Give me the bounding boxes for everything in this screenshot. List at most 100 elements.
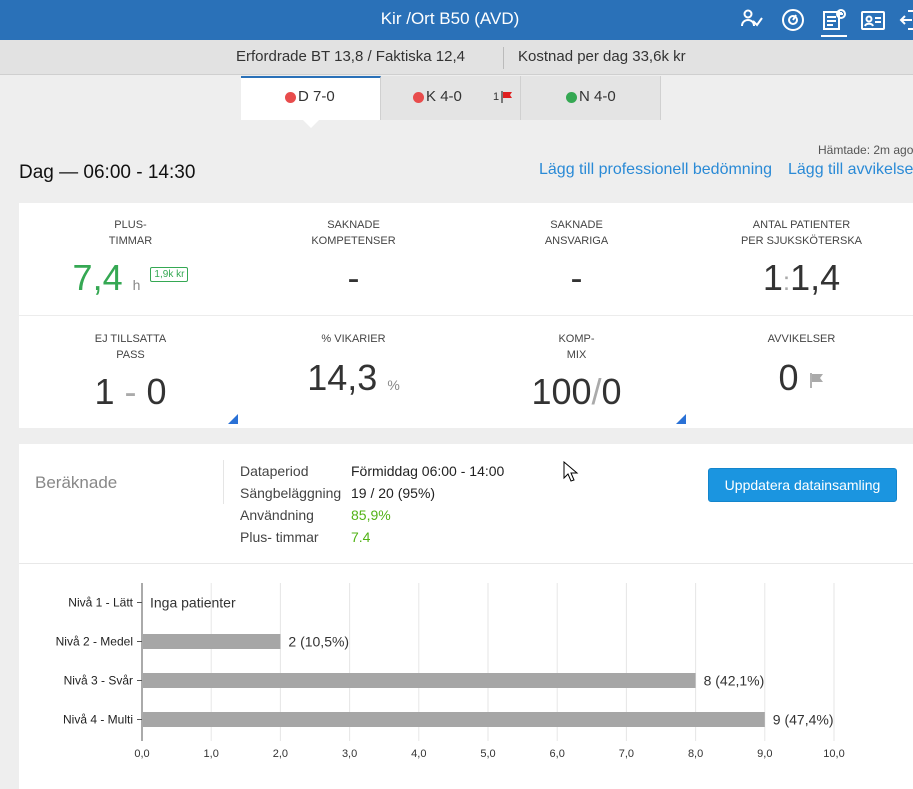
stat-label: Avvikelser bbox=[767, 333, 836, 345]
missing-responsible-value: - bbox=[570, 257, 583, 298]
deviation-count-badge: 1 bbox=[493, 91, 500, 103]
unfilled-shifts-value: 1 - 0 bbox=[19, 371, 242, 413]
category-label: Nivå 1 - Lätt bbox=[68, 596, 133, 610]
kv-value: 85,9% bbox=[351, 507, 391, 523]
gauge-icon[interactable] bbox=[780, 7, 806, 33]
x-tick-label: 2,0 bbox=[273, 748, 288, 760]
calculated-title: Beräknade bbox=[35, 473, 118, 492]
kv-value: 7.4 bbox=[351, 529, 371, 545]
missing-skills-value: - bbox=[347, 257, 360, 298]
x-tick-label: 7,0 bbox=[619, 748, 634, 760]
fetched-time: Hämtade: 2m ago bbox=[818, 143, 913, 157]
bar bbox=[143, 712, 765, 727]
stat-label: Plus- bbox=[114, 219, 147, 231]
comp-mix-value: 100/0 bbox=[465, 371, 688, 413]
logout-icon[interactable] bbox=[898, 7, 913, 33]
stat-label: pass bbox=[116, 349, 145, 361]
stat-label: kompetenser bbox=[311, 235, 396, 247]
x-tick-label: 10,0 bbox=[823, 748, 844, 760]
top-bar: Kir /Ort B50 (AVD) bbox=[0, 0, 913, 40]
x-tick-label: 4,0 bbox=[411, 748, 426, 760]
stat-missing-skills: Saknade kompetenser - bbox=[242, 217, 465, 298]
kv-key: Sängbeläggning bbox=[240, 485, 342, 501]
stat-label: Saknade bbox=[550, 219, 603, 231]
bar-value-label: 2 (10,5%) bbox=[288, 634, 349, 650]
bar bbox=[143, 673, 696, 688]
tab-night[interactable]: N 4-0 bbox=[521, 76, 661, 120]
stat-label: Komp- bbox=[558, 333, 595, 345]
category-label: Nivå 4 - Multi bbox=[63, 713, 133, 727]
period-title: Dag — 06:00 - 14:30 bbox=[19, 162, 196, 183]
active-tab-pointer bbox=[302, 119, 320, 128]
kv-value: 19 / 20 (95%) bbox=[351, 485, 436, 501]
stat-label: Saknade bbox=[327, 219, 380, 231]
stat-label: mix bbox=[566, 349, 587, 361]
x-tick-label: 6,0 bbox=[550, 748, 565, 760]
stat-unfilled-shifts[interactable]: Ej tillsatta pass 1 - 0 bbox=[19, 331, 242, 412]
expand-corner-icon[interactable] bbox=[228, 414, 238, 424]
stat-label: Antal patienter bbox=[752, 219, 851, 231]
stat-value: 7,4 h 1,9k kr bbox=[19, 257, 242, 299]
stat-deviations: Avvikelser 0 bbox=[690, 331, 913, 398]
schedule-icon[interactable] bbox=[821, 7, 847, 37]
stat-plus-hours: Plus- timmar 7,4 h 1,9k kr bbox=[19, 217, 242, 298]
stat-substitutes: % Vikarier 14,3 % bbox=[242, 331, 465, 398]
category-label: Nivå 3 - Svår bbox=[64, 674, 133, 688]
stat-label: timmar bbox=[108, 235, 153, 247]
calculated-card: Beräknade Dataperiod Förmiddag 06:00 - 1… bbox=[19, 444, 913, 789]
stat-missing-responsible: Saknade ansvariga - bbox=[465, 217, 688, 298]
comp-mix-right: 0 bbox=[601, 371, 622, 412]
tab-letter: D bbox=[298, 88, 309, 105]
bar-value-label: Inga patienter bbox=[150, 595, 236, 611]
substitutes-value: 14,3 bbox=[307, 357, 378, 398]
tab-evening[interactable]: K 4-0 1 bbox=[381, 76, 521, 120]
ratio-left: 1 bbox=[762, 257, 783, 298]
add-deviation-link[interactable]: Lägg till avvikelse bbox=[788, 161, 913, 178]
patients-per-nurse-value: 1:1,4 bbox=[690, 257, 913, 299]
kv-key: Användning bbox=[240, 507, 314, 523]
staff-card-icon[interactable] bbox=[860, 7, 886, 33]
deviations-value: 0 bbox=[778, 357, 799, 398]
divider bbox=[223, 460, 224, 504]
mouse-cursor-icon bbox=[563, 461, 579, 482]
acuity-bar-chart: 0,0 1,0 2,0 3,0 4,0 5,0 6,0 7,0 8,0 9,0 10,0 Nivå 1… bbox=[56, 583, 845, 760]
x-tick-label: 8,0 bbox=[688, 748, 703, 760]
update-data-collection-button[interactable]: Uppdatera datainsamling bbox=[708, 468, 897, 502]
status-dot-red bbox=[413, 92, 424, 103]
patients-icon[interactable] bbox=[739, 7, 765, 33]
plus-hours-cost-badge: 1,9k kr bbox=[150, 266, 189, 282]
ratio-right: 1,4 bbox=[790, 257, 841, 298]
ratio-sep: : bbox=[782, 266, 791, 296]
status-dot-red bbox=[285, 92, 296, 103]
bar-value-label: 8 (42,1%) bbox=[704, 673, 765, 689]
tab-day[interactable]: D 7-0 bbox=[241, 76, 381, 120]
substitutes-unit: % bbox=[387, 377, 400, 393]
flag-icon bbox=[501, 91, 512, 103]
x-tick-label: 3,0 bbox=[342, 748, 357, 760]
x-tick-label: 9,0 bbox=[757, 748, 772, 760]
tab-letter: K bbox=[426, 88, 437, 105]
divider bbox=[19, 563, 913, 564]
tab-label: 7-0 bbox=[313, 88, 335, 105]
substitutes-value-wrap: 14,3 % bbox=[242, 357, 465, 399]
stat-label: % Vikarier bbox=[321, 333, 386, 345]
kv-key: Plus- timmar bbox=[240, 529, 319, 545]
stat-patients-per-nurse: Antal patienter per sjuksköterska 1:1,4 bbox=[690, 217, 913, 298]
stat-comp-mix[interactable]: Komp- mix 100/0 bbox=[465, 331, 688, 412]
flag-icon bbox=[809, 373, 823, 389]
expand-corner-icon[interactable] bbox=[676, 414, 686, 424]
bar-value-label: 9 (47,4%) bbox=[773, 712, 834, 728]
unfilled-left: 1 bbox=[94, 371, 115, 412]
category-label: Nivå 2 - Medel bbox=[56, 635, 133, 649]
divider bbox=[19, 315, 913, 316]
bar bbox=[143, 634, 281, 649]
x-tick-label: 5,0 bbox=[480, 748, 495, 760]
unfilled-sep: - bbox=[124, 371, 137, 412]
x-tick-label: 0,0 bbox=[134, 748, 149, 760]
tab-label: 4-0 bbox=[440, 88, 462, 105]
stat-label: per sjuksköterska bbox=[740, 235, 863, 247]
comp-mix-sep: / bbox=[591, 371, 602, 412]
x-tick-label: 1,0 bbox=[204, 748, 219, 760]
add-professional-assessment-link[interactable]: Lägg till professionell bedömning bbox=[539, 161, 773, 178]
staffing-summary: Erfordrade BT 13,8 / Faktiska 12,4 bbox=[236, 48, 466, 65]
